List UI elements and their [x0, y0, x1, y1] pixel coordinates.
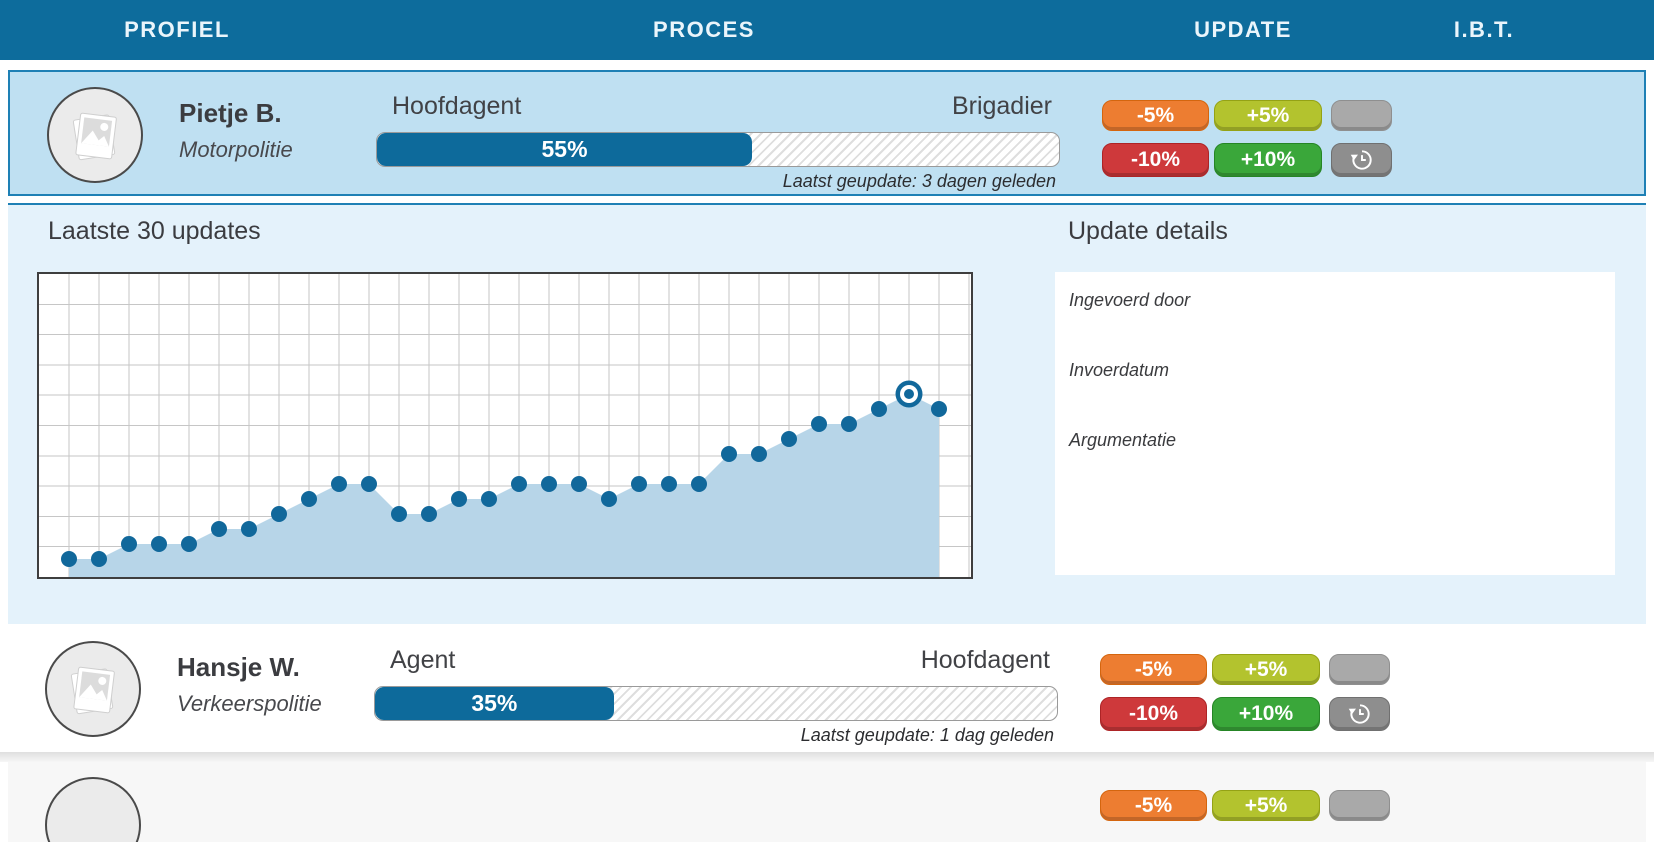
detail-field-argumentatie: Argumentatie: [1069, 430, 1177, 450]
chart-point[interactable]: [301, 491, 317, 507]
employee-name: Hansje W.: [177, 652, 300, 682]
blank-gray-button[interactable]: [1329, 790, 1390, 821]
plus-5-button[interactable]: +5%: [1214, 100, 1322, 131]
expanded-detail-section: Laatste 30 updates Update details Ingevo…: [8, 203, 1646, 624]
chart-point-highlighted[interactable]: [895, 380, 923, 408]
chart-point[interactable]: [451, 491, 467, 507]
chart-point[interactable]: [151, 536, 167, 552]
header-bar: PROFIEL PROCES UPDATE I.B.T.: [0, 0, 1654, 60]
minus-5-button[interactable]: -5%: [1100, 654, 1207, 685]
chart-point[interactable]: [121, 536, 137, 552]
column-header-proces: PROCES: [653, 17, 755, 42]
chart-point[interactable]: [931, 401, 947, 417]
progress-value: 35%: [471, 690, 518, 716]
chart-point[interactable]: [751, 446, 767, 462]
employee-row-pietje[interactable]: Pietje B. Motorpolitie Hoofdagent Brigad…: [8, 70, 1646, 196]
progress-section: Agent Hoofdagent 35% Laatst geupdate: 1 …: [374, 626, 1058, 752]
history-clock-icon: [1350, 150, 1372, 170]
level-to-label: Hoofdagent: [920, 646, 1050, 674]
minus-5-button[interactable]: -5%: [1100, 790, 1207, 821]
updates-chart-svg[interactable]: [39, 274, 971, 577]
chart-point[interactable]: [331, 476, 347, 492]
minus-10-button[interactable]: -10%: [1102, 143, 1209, 177]
employee-name: Pietje B.: [179, 98, 282, 128]
chart-point[interactable]: [541, 476, 557, 492]
chart-point[interactable]: [241, 521, 257, 537]
chart-point[interactable]: [511, 476, 527, 492]
chart-point[interactable]: [661, 476, 677, 492]
chart-point[interactable]: [361, 476, 377, 492]
chart-point[interactable]: [481, 491, 497, 507]
plus-10-button[interactable]: +10%: [1212, 697, 1320, 731]
chart-point[interactable]: [421, 506, 437, 522]
detail-field-ingevoerd-door: Ingevoerd door: [1069, 290, 1191, 310]
progress-bar: 55%: [376, 132, 1060, 167]
history-clock-icon: [1348, 704, 1370, 724]
details-title: Update details: [1068, 217, 1228, 245]
blank-gray-button[interactable]: [1329, 654, 1390, 685]
chart-point[interactable]: [811, 416, 827, 432]
progress-value: 55%: [541, 136, 588, 162]
plus-5-button[interactable]: +5%: [1212, 654, 1320, 685]
chart-point[interactable]: [841, 416, 857, 432]
level-from-label: Agent: [390, 646, 456, 674]
avatar: [45, 777, 141, 842]
level-from-label: Hoofdagent: [392, 92, 522, 120]
chart-point[interactable]: [721, 446, 737, 462]
chart-point[interactable]: [691, 476, 707, 492]
chart-point[interactable]: [181, 536, 197, 552]
last-update-caption: Laatst geupdate: 1 dag geleden: [800, 725, 1054, 745]
employee-row-hansje[interactable]: Hansje W. Verkeerspolitie Agent Hoofdage…: [8, 626, 1646, 752]
progress-section: Hoofdagent Brigadier 55% Laatst geupdate…: [376, 72, 1060, 198]
photo-placeholder-icon: [70, 666, 115, 715]
progress-bar: 35%: [374, 686, 1058, 721]
progress-bar-fill: 55%: [377, 133, 753, 166]
chart-point[interactable]: [631, 476, 647, 492]
chart-point[interactable]: [211, 521, 227, 537]
employee-unit: Verkeerspolitie: [177, 691, 322, 716]
chart-point[interactable]: [571, 476, 587, 492]
minus-5-button[interactable]: -5%: [1102, 100, 1209, 131]
plus-5-button[interactable]: +5%: [1212, 790, 1320, 821]
progress-bar-fill: 35%: [375, 687, 614, 720]
avatar: [47, 87, 143, 183]
history-button[interactable]: [1329, 697, 1390, 731]
level-to-label: Brigadier: [951, 92, 1052, 120]
minus-10-button[interactable]: -10%: [1100, 697, 1207, 731]
updates-chart[interactable]: [37, 272, 973, 579]
blank-gray-button[interactable]: [1331, 100, 1392, 131]
chart-point[interactable]: [91, 551, 107, 567]
chart-point[interactable]: [61, 551, 77, 567]
avatar: [45, 641, 141, 737]
chart-point[interactable]: [271, 506, 287, 522]
update-details-panel: Ingevoerd door Invoerdatum Argumentatie: [1055, 272, 1615, 575]
chart-point[interactable]: [601, 491, 617, 507]
chart-point[interactable]: [781, 431, 797, 447]
plus-10-button[interactable]: +10%: [1214, 143, 1322, 177]
chart-point[interactable]: [871, 401, 887, 417]
column-header-ibt: I.B.T.: [1453, 17, 1515, 42]
column-header-profiel: PROFIEL: [124, 17, 230, 42]
employee-row-partial[interactable]: -5% +5%: [8, 762, 1646, 842]
last-update-caption: Laatst geupdate: 3 dagen geleden: [782, 171, 1056, 191]
detail-field-invoerdatum: Invoerdatum: [1069, 360, 1170, 380]
column-header-update: UPDATE: [1194, 17, 1292, 42]
employee-unit: Motorpolitie: [179, 137, 293, 162]
chart-point[interactable]: [391, 506, 407, 522]
row-separator-shadow: [0, 752, 1654, 762]
photo-placeholder-icon: [72, 112, 117, 161]
history-button[interactable]: [1331, 143, 1392, 177]
chart-title: Laatste 30 updates: [48, 217, 261, 245]
